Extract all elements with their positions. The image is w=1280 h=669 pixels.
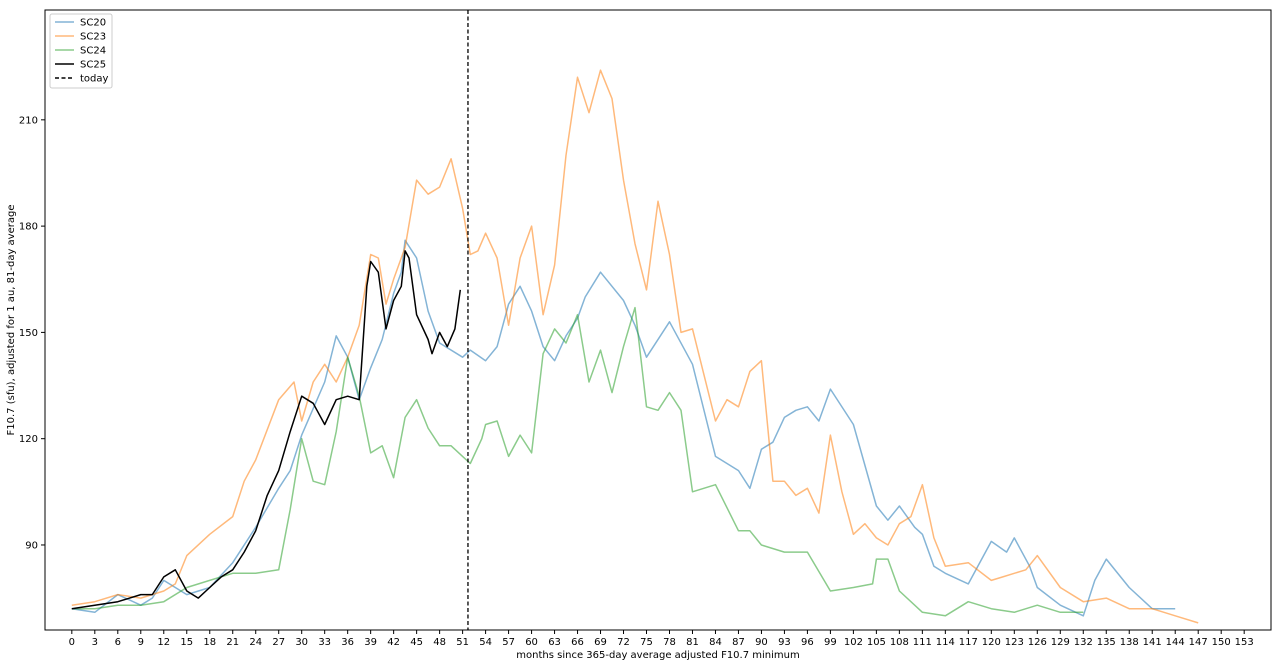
x-axis-label: months since 365-day average adjusted F1… [516, 650, 799, 661]
y-axis-label: F10.7 (sfu), adjusted for 1 au, 81-day a… [6, 205, 17, 436]
plot-area [44, 9, 1272, 631]
x-tick-label: 6 [115, 637, 121, 648]
x-tick-label: 63 [548, 637, 561, 648]
x-tick-label: 81 [686, 637, 699, 648]
x-tick-label: 54 [479, 637, 492, 648]
y-tick-label: 90 [25, 540, 38, 551]
legend-label: SC24 [80, 46, 106, 57]
series-line-sc23 [71, 69, 1199, 624]
plot-frame [44, 9, 1272, 631]
legend-box [49, 13, 113, 89]
x-tick-label: 126 [1028, 637, 1047, 648]
x-tick-label: 102 [844, 637, 863, 648]
x-axis: 0 3 6 9 12 15 18 21 24 27 30 33 36 39 42 45 48 51 54 57 60 63… [69, 630, 1254, 648]
x-tick-label: 42 [387, 637, 400, 648]
x-tick-label: 129 [1051, 637, 1070, 648]
x-tick-label: 15 [180, 637, 193, 648]
y-tick-label: 120 [19, 434, 38, 445]
series-line-sc24 [71, 306, 1084, 617]
x-tick-label: 108 [890, 637, 909, 648]
legend: SC20 SC23 SC24 SC25 today [49, 13, 113, 89]
x-tick-label: 57 [502, 637, 515, 648]
x-tick-label: 0 [69, 637, 75, 648]
series-line-sc20 [71, 239, 1176, 617]
x-tick-label: 75 [640, 637, 653, 648]
x-tick-label: 123 [1005, 637, 1024, 648]
x-tick-label: 141 [1143, 637, 1162, 648]
x-tick-label: 144 [1166, 637, 1185, 648]
x-tick-label: 36 [341, 637, 354, 648]
x-tick-label: 18 [203, 637, 216, 648]
x-tick-label: 78 [663, 637, 676, 648]
x-tick-label: 24 [249, 637, 262, 648]
x-tick-label: 12 [157, 637, 170, 648]
x-tick-label: 105 [867, 637, 886, 648]
x-tick-label: 30 [295, 637, 308, 648]
x-tick-label: 150 [1212, 637, 1231, 648]
x-tick-label: 3 [92, 637, 98, 648]
x-tick-label: 39 [364, 637, 377, 648]
x-tick-label: 45 [410, 637, 423, 648]
series-line-sc25 [71, 250, 462, 610]
x-tick-label: 120 [982, 637, 1001, 648]
x-tick-label: 114 [936, 637, 955, 648]
y-tick-label: 210 [19, 115, 38, 126]
x-tick-label: 33 [318, 637, 331, 648]
legend-label: SC20 [80, 18, 106, 29]
x-tick-label: 117 [959, 637, 978, 648]
legend-label: today [80, 74, 109, 85]
x-tick-label: 147 [1189, 637, 1208, 648]
x-tick-label: 93 [778, 637, 791, 648]
legend-label: SC23 [80, 32, 106, 43]
x-tick-label: 51 [456, 637, 469, 648]
x-tick-label: 60 [525, 637, 538, 648]
x-tick-label: 87 [732, 637, 745, 648]
y-tick-label: 150 [19, 328, 38, 339]
x-tick-label: 99 [824, 637, 837, 648]
legend-label: SC25 [80, 60, 106, 71]
x-tick-label: 9 [138, 637, 144, 648]
x-tick-label: 111 [913, 637, 932, 648]
x-tick-label: 96 [801, 637, 814, 648]
x-tick-label: 69 [594, 637, 607, 648]
x-tick-label: 21 [226, 637, 239, 648]
y-tick-label: 180 [19, 222, 38, 233]
x-tick-label: 135 [1097, 637, 1116, 648]
x-tick-label: 153 [1235, 637, 1254, 648]
x-tick-label: 27 [272, 637, 285, 648]
x-tick-label: 66 [571, 637, 584, 648]
x-tick-label: 132 [1074, 637, 1093, 648]
x-tick-label: 84 [709, 637, 722, 648]
x-tick-label: 48 [433, 637, 446, 648]
y-axis: 90 120 150 180 210 [19, 115, 45, 551]
x-tick-label: 72 [617, 637, 630, 648]
x-tick-label: 138 [1120, 637, 1139, 648]
x-tick-label: 90 [755, 637, 768, 648]
